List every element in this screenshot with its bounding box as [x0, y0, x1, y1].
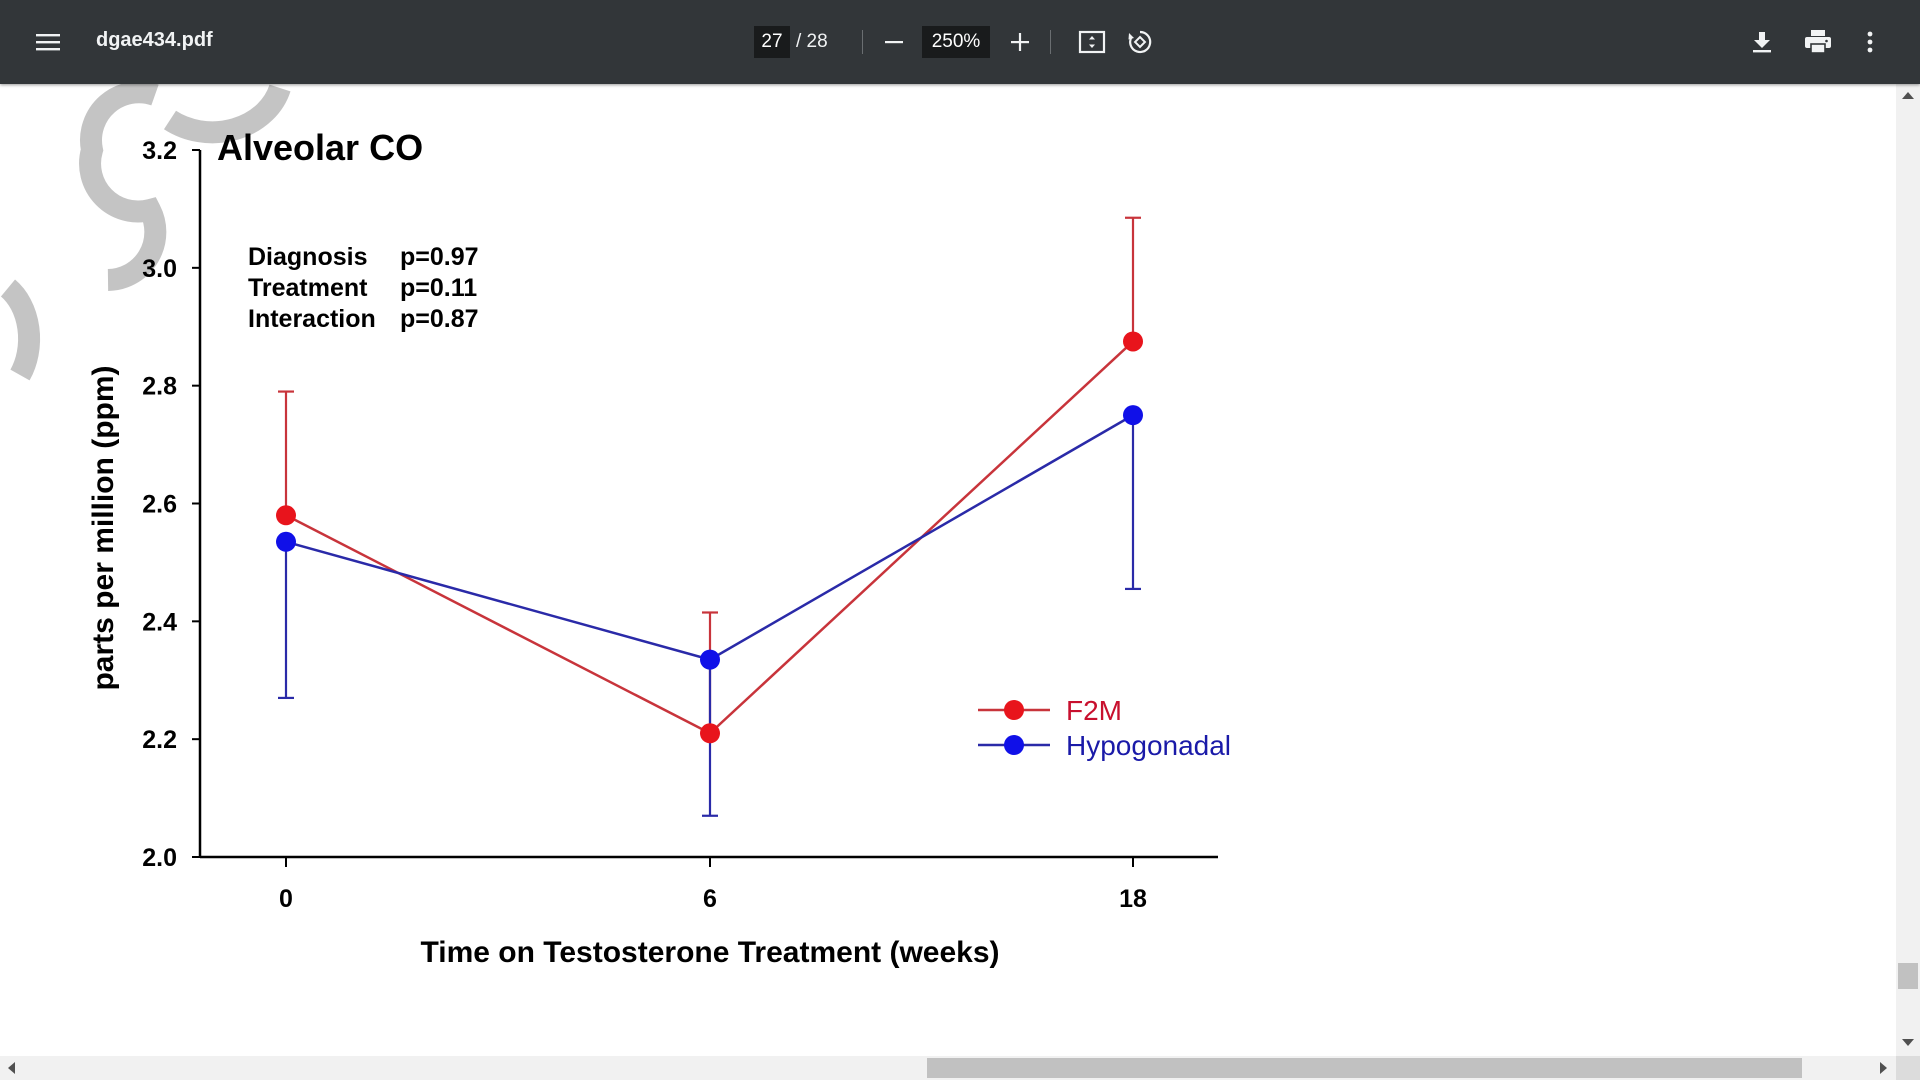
- stats-block: Diagnosis p=0.97 Treatment p=0.11 Intera…: [248, 243, 479, 333]
- rotate-icon: [1128, 30, 1152, 54]
- zoom-in-button[interactable]: [1004, 22, 1036, 62]
- scroll-right-arrow[interactable]: [1880, 1062, 1887, 1074]
- scroll-left-arrow[interactable]: [8, 1062, 15, 1074]
- x-tick-label: 6: [703, 885, 717, 913]
- x-ticks: 0 6 18: [279, 857, 1147, 913]
- download-button[interactable]: [1744, 22, 1780, 62]
- more-vert-icon: [1867, 31, 1873, 53]
- scroll-up-arrow[interactable]: [1902, 92, 1914, 99]
- watermark: [0, 84, 291, 381]
- pdf-toolbar: dgae434.pdf 27 / 28 250%: [0, 0, 1920, 84]
- y-ticks: 2.0 2.2 2.4 2.6 2.8 3.0 3.2: [142, 137, 200, 872]
- vertical-scrollbar[interactable]: [1896, 84, 1920, 1056]
- page-number-input[interactable]: 27: [754, 26, 790, 58]
- toolbar-divider: [1050, 30, 1051, 54]
- print-icon: [1805, 30, 1831, 54]
- fit-to-page-button[interactable]: [1074, 22, 1110, 62]
- stat-diagnosis-label: Diagnosis: [248, 243, 367, 271]
- data-point-hypogonadal: [1123, 405, 1143, 426]
- menu-button[interactable]: [28, 22, 68, 62]
- document-viewport[interactable]: 2.0 2.2 2.4 2.6 2.8 3.0 3.2 0 6 18 Alveolar CO T…: [0, 84, 1896, 1056]
- y-axis-label: parts per million (ppm): [87, 365, 120, 690]
- download-icon: [1753, 32, 1771, 53]
- y-tick-label: 2.4: [142, 608, 177, 636]
- legend-label-f2m: F2M: [1066, 695, 1122, 726]
- data-point-hypogonadal: [700, 649, 720, 670]
- y-tick-label: 2.2: [142, 726, 177, 754]
- y-tick-label: 3.0: [142, 255, 177, 283]
- chart-legend: F2M Hypogonadal: [978, 695, 1231, 761]
- minus-icon: [885, 41, 903, 44]
- y-tick-label: 3.2: [142, 137, 177, 165]
- scrollbar-corner: [1896, 1056, 1920, 1080]
- x-tick-label: 0: [279, 885, 293, 913]
- scroll-down-arrow[interactable]: [1902, 1039, 1914, 1046]
- y-tick-label: 2.0: [142, 844, 177, 872]
- fit-page-icon: [1078, 30, 1106, 54]
- x-tick-label: 18: [1119, 885, 1147, 913]
- y-tick-label: 2.8: [142, 373, 177, 401]
- stat-interaction-value: p=0.87: [400, 305, 479, 333]
- more-actions-button[interactable]: [1852, 22, 1888, 62]
- plus-icon: [1011, 33, 1029, 51]
- vertical-scroll-thumb[interactable]: [1898, 963, 1918, 989]
- chart-title: Alveolar CO: [217, 127, 423, 168]
- stat-treatment-value: p=0.11: [400, 274, 477, 302]
- file-title: dgae434.pdf: [96, 29, 213, 51]
- data-point-hypogonadal: [276, 531, 296, 552]
- data-point-f2m: [700, 723, 720, 744]
- y-tick-label: 2.6: [142, 491, 177, 519]
- stat-treatment-label: Treatment: [248, 274, 368, 302]
- stat-diagnosis-value: p=0.97: [400, 243, 479, 271]
- x-axis-label: Time on Testosterone Treatment (weeks): [420, 936, 999, 969]
- horizontal-scroll-thumb[interactable]: [927, 1058, 1802, 1078]
- pdf-page-chart: 2.0 2.2 2.4 2.6 2.8 3.0 3.2 0 6 18 Alveolar CO T…: [0, 84, 1231, 969]
- series-layer: [276, 216, 1143, 817]
- zoom-input[interactable]: 250%: [922, 26, 990, 58]
- menu-icon: [36, 34, 60, 51]
- stat-interaction-label: Interaction: [248, 305, 376, 333]
- legend-label-hypogonadal: Hypogonadal: [1066, 730, 1231, 761]
- print-button[interactable]: [1798, 22, 1838, 62]
- toolbar-divider: [862, 30, 863, 54]
- data-point-f2m: [276, 505, 296, 526]
- rotate-button[interactable]: [1122, 22, 1158, 62]
- zoom-out-button[interactable]: [878, 22, 910, 62]
- legend-marker-f2m: [1004, 700, 1024, 720]
- legend-marker-hypogonadal: [1004, 735, 1024, 755]
- page-total: / 28: [796, 31, 828, 52]
- data-point-f2m: [1123, 331, 1143, 352]
